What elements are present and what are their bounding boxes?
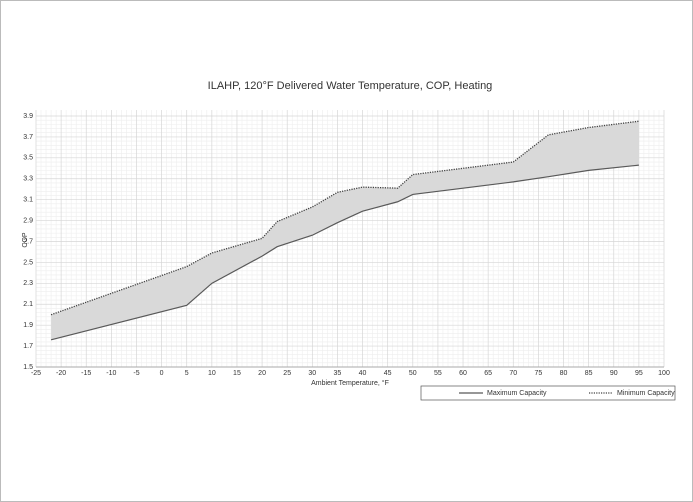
x-tick-label: 0: [160, 370, 164, 377]
x-tick-label: 20: [258, 370, 266, 377]
x-tick-label: 45: [384, 370, 392, 377]
x-tick-label: -15: [81, 370, 91, 377]
x-tick-label: -10: [106, 370, 116, 377]
x-tick-label: 5: [185, 370, 189, 377]
x-tick-label: 15: [233, 370, 241, 377]
y-tick-label: 2.9: [23, 217, 33, 224]
x-tick-label: -5: [133, 370, 139, 377]
x-tick-label: 95: [635, 370, 643, 377]
y-tick-label: 2.1: [23, 301, 33, 308]
y-tick-label: 3.5: [23, 155, 33, 162]
x-tick-label: 40: [359, 370, 367, 377]
y-axis-label: COP: [22, 232, 29, 248]
x-tick-label: 25: [283, 370, 291, 377]
x-tick-label: 55: [434, 370, 442, 377]
x-tick-label: 90: [610, 370, 618, 377]
x-tick-label: 30: [308, 370, 316, 377]
y-tick-label: 3.7: [23, 134, 33, 141]
legend-box: [420, 385, 676, 401]
x-tick-label: 80: [560, 370, 568, 377]
x-tick-label: -20: [56, 370, 66, 377]
x-tick-label: 65: [484, 370, 492, 377]
x-tick-label: 10: [208, 370, 216, 377]
legend: Maximum Capacity Minimum Capacity: [420, 385, 676, 401]
legend-label: Minimum Capacity: [617, 390, 675, 397]
y-tick-label: 3.1: [23, 197, 33, 204]
x-tick-label: 50: [409, 370, 417, 377]
y-tick-label: 2.3: [23, 280, 33, 287]
y-tick-label: 3.9: [23, 113, 33, 120]
x-tick-label: -25: [31, 370, 41, 377]
band: [51, 121, 639, 340]
x-tick-label: 85: [585, 370, 593, 377]
x-tick-label: 35: [334, 370, 342, 377]
y-tick-label: 1.9: [23, 322, 33, 329]
chart-title: ILAHP, 120°F Delivered Water Temperature…: [208, 80, 493, 92]
y-tick-label: 3.3: [23, 176, 33, 183]
y-tick-label: 2.5: [23, 259, 33, 266]
legend-label: Maximum Capacity: [487, 390, 547, 397]
y-tick-label: 2.7: [23, 238, 33, 245]
y-tick-label: 1.5: [23, 364, 33, 371]
series-line: [50, 164, 639, 341]
x-axis-label: Ambient Temperature, °F: [311, 379, 389, 387]
y-tick-label: 1.7: [23, 343, 33, 350]
x-tick-label: 60: [459, 370, 467, 377]
series-line: [50, 120, 639, 316]
x-tick-label: 100: [658, 370, 670, 377]
x-tick-label: 75: [535, 370, 543, 377]
x-tick-label: 70: [509, 370, 517, 377]
